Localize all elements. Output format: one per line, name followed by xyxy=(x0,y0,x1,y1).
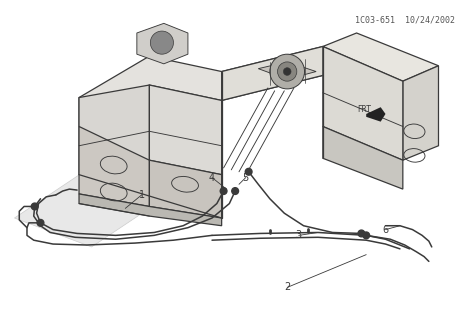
Text: 5: 5 xyxy=(243,172,249,183)
Polygon shape xyxy=(79,46,403,126)
Polygon shape xyxy=(149,160,222,218)
Text: 4: 4 xyxy=(209,172,215,183)
Text: 2: 2 xyxy=(284,282,290,292)
Circle shape xyxy=(150,31,173,54)
Polygon shape xyxy=(79,85,149,175)
Polygon shape xyxy=(79,194,222,226)
Polygon shape xyxy=(14,151,193,247)
Text: 3: 3 xyxy=(296,230,302,240)
Circle shape xyxy=(245,168,252,175)
Circle shape xyxy=(283,68,291,75)
Circle shape xyxy=(37,219,44,226)
Circle shape xyxy=(220,188,227,194)
Polygon shape xyxy=(222,46,403,110)
Circle shape xyxy=(278,62,297,81)
Polygon shape xyxy=(79,126,149,207)
Text: 6: 6 xyxy=(383,225,389,235)
Polygon shape xyxy=(149,85,222,175)
Polygon shape xyxy=(323,126,403,189)
Circle shape xyxy=(232,188,238,194)
Polygon shape xyxy=(323,33,438,81)
Polygon shape xyxy=(403,66,438,160)
Polygon shape xyxy=(366,107,385,122)
Polygon shape xyxy=(258,62,316,79)
Circle shape xyxy=(31,203,38,210)
Polygon shape xyxy=(323,46,403,160)
Text: 1C03-651  10/24/2002: 1C03-651 10/24/2002 xyxy=(355,16,455,24)
Text: FRT: FRT xyxy=(357,105,372,114)
Circle shape xyxy=(270,54,304,89)
Polygon shape xyxy=(137,24,188,64)
Circle shape xyxy=(363,232,370,239)
Text: 1: 1 xyxy=(138,190,145,200)
Circle shape xyxy=(358,230,365,237)
